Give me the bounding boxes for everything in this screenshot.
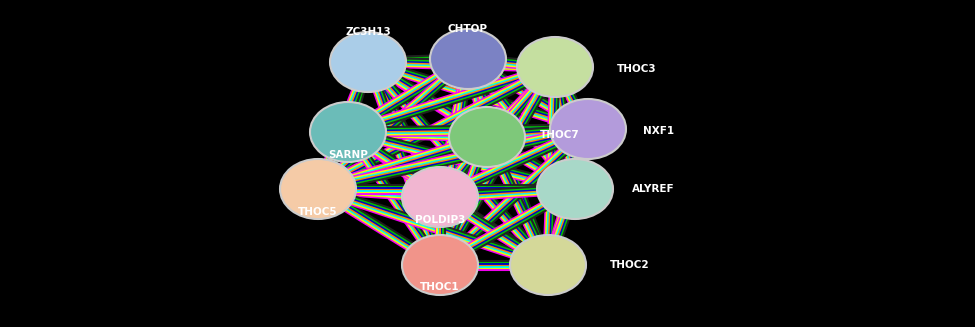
- Text: THOC7: THOC7: [540, 130, 580, 140]
- Text: ALYREF: ALYREF: [632, 184, 675, 194]
- Text: THOC2: THOC2: [610, 260, 649, 270]
- Ellipse shape: [402, 167, 478, 227]
- Ellipse shape: [510, 235, 586, 295]
- Text: THOC1: THOC1: [420, 282, 460, 292]
- Text: CHTOP: CHTOP: [448, 24, 488, 34]
- Text: THOC3: THOC3: [617, 64, 656, 74]
- Ellipse shape: [449, 107, 525, 167]
- Text: NXF1: NXF1: [643, 126, 674, 136]
- Ellipse shape: [330, 32, 406, 92]
- Text: POLDIP3: POLDIP3: [414, 215, 465, 225]
- Ellipse shape: [402, 235, 478, 295]
- Ellipse shape: [280, 159, 356, 219]
- Text: ZC3H13: ZC3H13: [345, 27, 391, 37]
- Ellipse shape: [430, 29, 506, 89]
- Text: SARNP: SARNP: [328, 150, 368, 160]
- Ellipse shape: [517, 37, 593, 97]
- Ellipse shape: [310, 102, 386, 162]
- Ellipse shape: [537, 159, 613, 219]
- Ellipse shape: [550, 99, 626, 159]
- Text: THOC5: THOC5: [298, 207, 337, 217]
